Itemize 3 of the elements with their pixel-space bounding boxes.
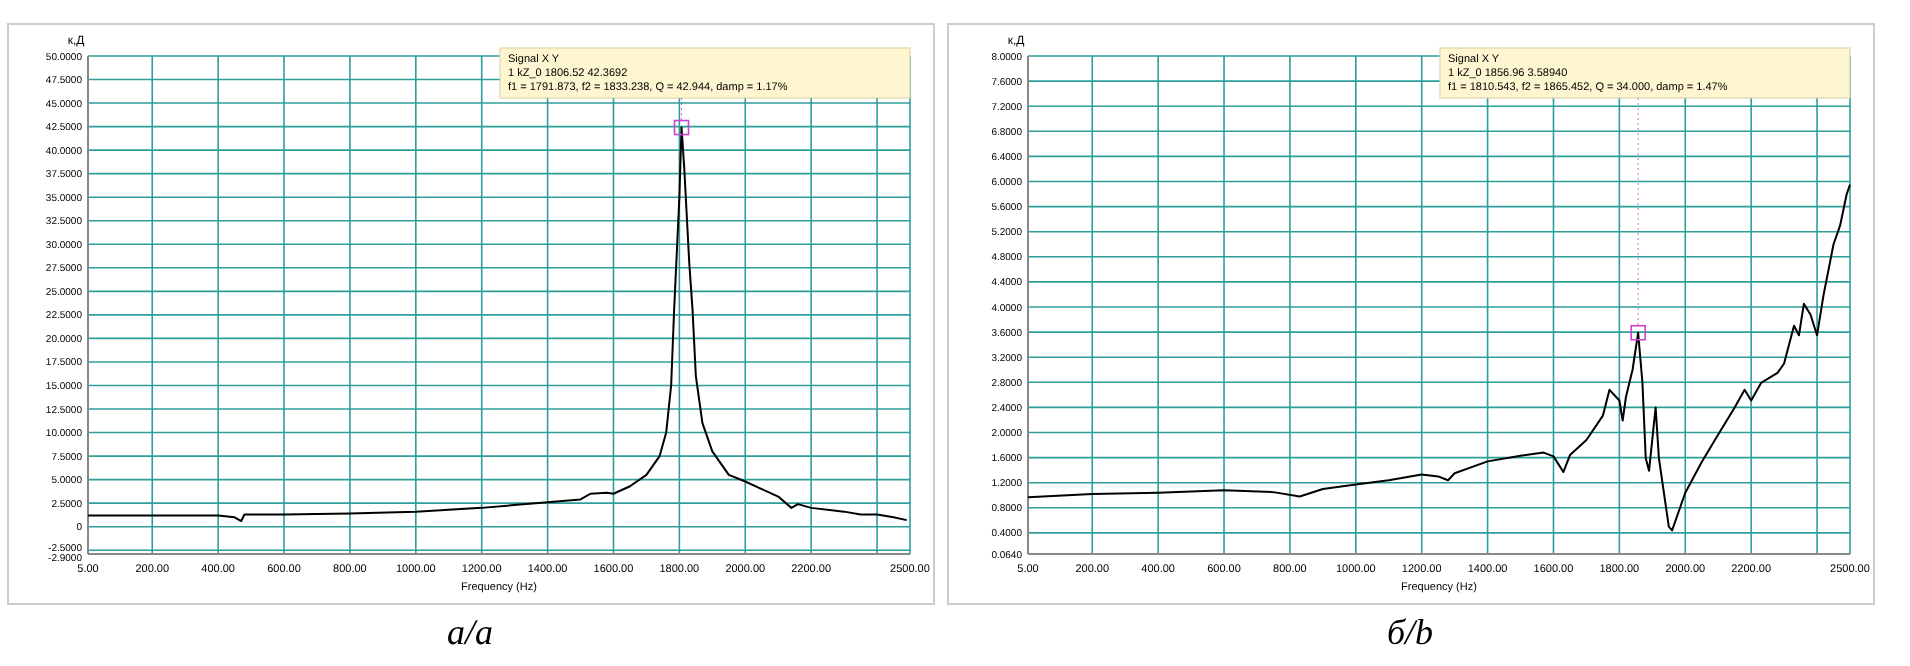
text: а/a xyxy=(446,612,494,652)
line-series xyxy=(1027,183,1851,532)
text: б/b xyxy=(1386,612,1434,652)
